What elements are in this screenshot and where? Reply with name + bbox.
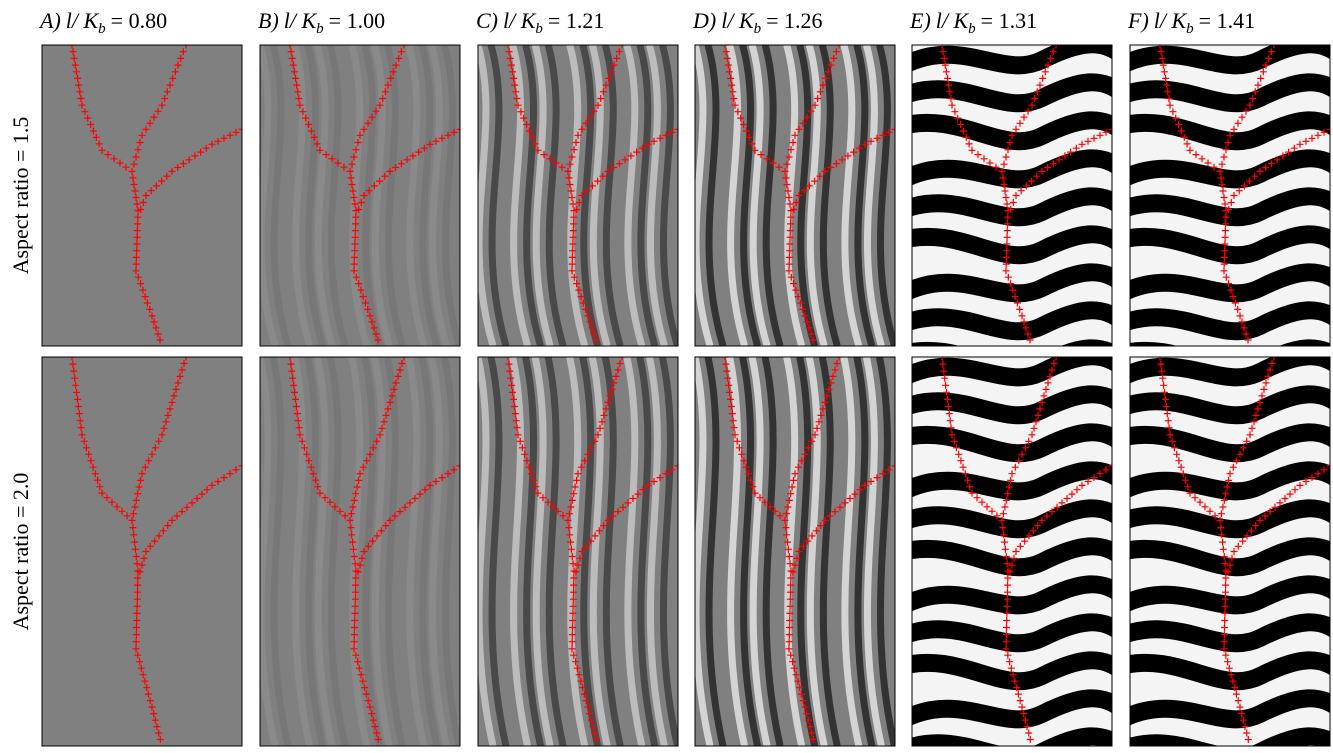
- panel: [660, 42, 951, 347]
- label-value: = 0.80: [111, 8, 167, 33]
- label-sub: b: [1186, 21, 1194, 37]
- panel: [1120, 42, 1333, 370]
- label-letter: D): [692, 8, 716, 33]
- panel: [1120, 354, 1333, 749]
- column-label: A)l/ Kb = 0.80: [38, 8, 167, 37]
- column-label: B)l/ Kb = 1.00: [258, 8, 385, 37]
- panel: [225, 42, 516, 347]
- panel-background: [42, 45, 242, 346]
- panel: [660, 354, 951, 747]
- label-value: = 1.00: [329, 8, 385, 33]
- label-letter: A): [38, 8, 61, 33]
- label-var: l/ K: [284, 8, 318, 33]
- page: {"columns": [ {"label": ["A)", "l/ K", "…: [0, 0, 1333, 748]
- label-var: l/ K: [66, 8, 100, 33]
- label-value: = 1.21: [548, 8, 604, 33]
- figure: A)l/ Kb= 0.80B)l/ Kb= 1.00C)l/ Kb= 1.21D…: [0, 0, 1333, 748]
- panel: [902, 354, 1122, 749]
- label-sub: b: [968, 21, 976, 37]
- panel-background: [42, 357, 242, 746]
- row-label: Aspect ratio = 2.0: [8, 473, 33, 631]
- column-label: F)l/ Kb = 1.41: [1127, 8, 1255, 37]
- label-letter: E): [909, 8, 931, 33]
- panel: [42, 42, 246, 347]
- panel: [443, 354, 734, 747]
- label-var: l/ K: [721, 8, 755, 33]
- label-sub: b: [98, 21, 106, 37]
- label-value: = 1.31: [981, 8, 1037, 33]
- label-letter: B): [258, 8, 279, 33]
- label-value: = 1.41: [1199, 8, 1255, 33]
- label-var: l/ K: [503, 8, 537, 33]
- column-label: C)l/ Kb = 1.21: [476, 8, 604, 37]
- panel: [225, 354, 516, 747]
- label-var: l/ K: [1154, 8, 1188, 33]
- label-sub: b: [535, 21, 543, 37]
- label-letter: F): [1127, 8, 1149, 33]
- panel: [42, 354, 246, 747]
- panel: [902, 42, 1122, 370]
- label-value: = 1.26: [766, 8, 822, 33]
- label-letter: C): [476, 8, 498, 33]
- column-label: E)l/ Kb = 1.31: [909, 8, 1037, 37]
- column-label: D)l/ Kb= 1.26: [692, 8, 823, 37]
- panel: [443, 42, 734, 347]
- label-sub: b: [316, 21, 324, 37]
- label-var: l/ K: [936, 8, 970, 33]
- row-label: Aspect ratio = 1.5: [8, 117, 33, 275]
- label-sub: b: [754, 21, 762, 37]
